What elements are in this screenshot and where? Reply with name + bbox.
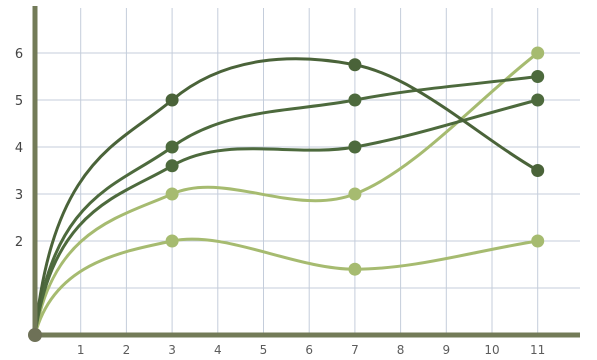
y-tick-label: 5 <box>15 94 23 109</box>
x-tick-label: 8 <box>397 343 405 357</box>
x-tick-label: 9 <box>442 343 450 357</box>
x-tick-label: 2 <box>123 343 131 357</box>
data-point <box>165 93 179 107</box>
grid <box>35 8 580 335</box>
data-point <box>348 140 362 154</box>
data-point <box>531 70 545 83</box>
series-line <box>33 75 540 337</box>
series-line <box>33 57 540 337</box>
data-point <box>165 234 179 248</box>
data-point <box>165 140 179 154</box>
series-lines <box>33 51 540 337</box>
data-point <box>348 187 362 201</box>
data-point <box>531 93 545 107</box>
x-tick-label: 6 <box>305 343 313 357</box>
x-tick-label: 3 <box>168 343 176 357</box>
x-tick-label: 4 <box>214 343 222 357</box>
data-point <box>348 58 362 72</box>
y-tick-label: 2 <box>15 235 23 250</box>
x-tick-label: 11 <box>530 343 545 357</box>
x-tick-label: 1 <box>77 343 85 357</box>
y-tick-label: 4 <box>15 141 23 156</box>
x-tick-label: 7 <box>351 343 359 357</box>
tick-labels: 1 2 3 4 5 6 7 8 9 10 11 2 3 4 5 6 <box>15 47 545 357</box>
data-point <box>348 262 362 276</box>
data-point <box>531 46 545 60</box>
data-point <box>348 93 362 107</box>
series-line <box>33 51 540 337</box>
y-tick-label: 6 <box>15 47 23 62</box>
axes <box>32 6 580 338</box>
data-point <box>531 164 545 177</box>
x-tick-label: 10 <box>484 343 499 357</box>
x-tick-label: 5 <box>260 343 268 357</box>
series-points <box>28 46 545 342</box>
data-point <box>165 187 179 201</box>
series-line <box>33 237 540 337</box>
origin-point <box>28 328 42 342</box>
y-tick-label: 3 <box>15 188 23 203</box>
series-line <box>33 98 540 337</box>
data-point <box>531 234 545 248</box>
data-point <box>165 159 179 173</box>
